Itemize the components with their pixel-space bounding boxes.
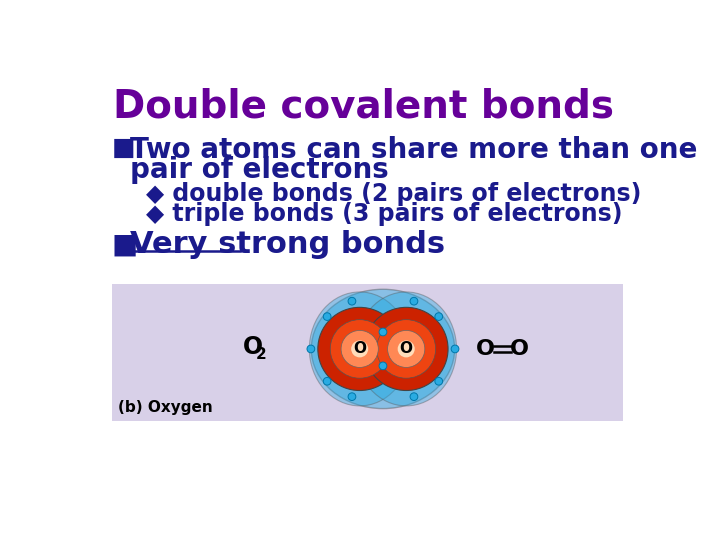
Circle shape bbox=[341, 330, 378, 367]
Circle shape bbox=[397, 340, 415, 357]
Text: Two atoms can share more than one: Two atoms can share more than one bbox=[130, 136, 698, 164]
Circle shape bbox=[307, 345, 315, 353]
Text: O: O bbox=[400, 341, 413, 356]
Text: Double covalent bonds: Double covalent bonds bbox=[113, 88, 614, 126]
Circle shape bbox=[323, 313, 331, 320]
Text: O: O bbox=[510, 339, 529, 359]
Circle shape bbox=[348, 393, 356, 401]
Ellipse shape bbox=[311, 289, 454, 409]
Circle shape bbox=[348, 298, 356, 305]
Circle shape bbox=[330, 320, 389, 378]
Circle shape bbox=[323, 377, 331, 385]
Circle shape bbox=[435, 377, 443, 385]
Text: O: O bbox=[243, 335, 263, 360]
Circle shape bbox=[410, 298, 418, 305]
Circle shape bbox=[451, 345, 459, 353]
Text: ◆ double bonds (2 pairs of electrons): ◆ double bonds (2 pairs of electrons) bbox=[145, 182, 642, 206]
Text: ■: ■ bbox=[112, 136, 135, 160]
Text: Very strong bonds: Very strong bonds bbox=[130, 231, 446, 259]
Circle shape bbox=[318, 307, 402, 390]
Circle shape bbox=[410, 393, 418, 401]
Text: (b) Oxygen: (b) Oxygen bbox=[118, 400, 212, 415]
Circle shape bbox=[351, 340, 368, 357]
Text: ■: ■ bbox=[112, 231, 138, 258]
Ellipse shape bbox=[356, 292, 456, 406]
Circle shape bbox=[435, 313, 443, 320]
Text: O: O bbox=[476, 339, 495, 359]
Circle shape bbox=[379, 328, 387, 336]
Text: pair of electrons: pair of electrons bbox=[130, 156, 389, 184]
Circle shape bbox=[377, 320, 436, 378]
FancyBboxPatch shape bbox=[112, 284, 624, 421]
Text: 2: 2 bbox=[256, 347, 266, 362]
Text: ◆ triple bonds (3 pairs of electrons): ◆ triple bonds (3 pairs of electrons) bbox=[145, 202, 622, 226]
Circle shape bbox=[387, 330, 425, 367]
Ellipse shape bbox=[310, 292, 410, 406]
Text: O: O bbox=[354, 341, 366, 356]
Circle shape bbox=[379, 362, 387, 370]
Circle shape bbox=[364, 307, 448, 390]
